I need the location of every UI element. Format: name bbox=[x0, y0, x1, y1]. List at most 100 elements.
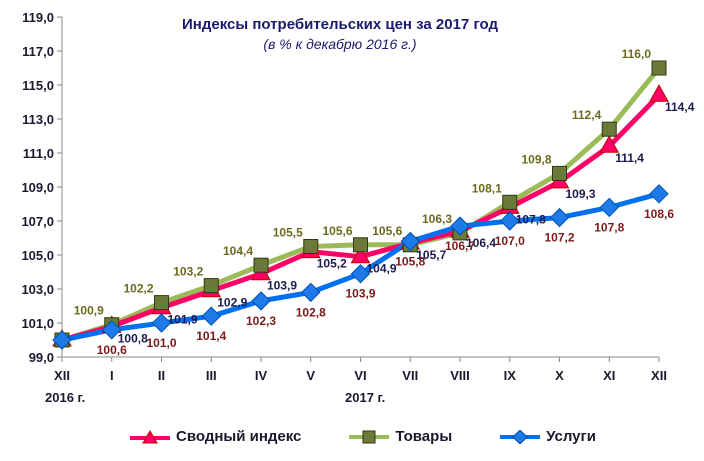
y-tick-label: 119,0 bbox=[22, 10, 54, 25]
goods-point bbox=[203, 278, 219, 294]
goods-point bbox=[353, 237, 368, 253]
diamond-marker-icon bbox=[500, 429, 541, 444]
services-point bbox=[599, 197, 619, 218]
services-point bbox=[301, 282, 321, 303]
x-tick-label: XII bbox=[54, 368, 70, 383]
goods-point bbox=[552, 165, 567, 181]
year-label: 2016 г. bbox=[45, 390, 85, 405]
data-label: 101,0 bbox=[146, 336, 176, 350]
data-label: 105,7 bbox=[416, 248, 446, 262]
svodny-point bbox=[599, 135, 620, 153]
goods-point bbox=[651, 60, 667, 76]
data-label: 106,3 bbox=[422, 212, 452, 226]
x-tick-label: VI bbox=[354, 368, 366, 383]
goods-point bbox=[303, 239, 319, 254]
triangle-marker-icon bbox=[130, 429, 170, 443]
svodny-point bbox=[350, 245, 371, 264]
data-label: 111,4 bbox=[615, 151, 644, 165]
x-tick-label: I bbox=[110, 368, 114, 383]
data-label: 103,9 bbox=[267, 279, 297, 293]
x-tick-label: XII bbox=[651, 368, 667, 383]
services-point bbox=[102, 320, 122, 340]
services-point bbox=[52, 330, 72, 350]
services-point bbox=[500, 211, 520, 231]
y-tick-label: 113,0 bbox=[22, 112, 54, 127]
legend-item-goods: Товары bbox=[349, 428, 452, 445]
data-label: 108,1 bbox=[472, 181, 502, 195]
y-tick-label: 103,0 bbox=[21, 282, 54, 297]
y-tick-label: 101,0 bbox=[21, 316, 54, 331]
services-point bbox=[350, 263, 371, 284]
data-label: 100,6 bbox=[97, 343, 127, 357]
data-label: 104,4 bbox=[223, 244, 253, 258]
y-tick-label: 115,0 bbox=[22, 78, 54, 93]
data-label: 101,4 bbox=[196, 329, 226, 343]
x-tick-label: VII bbox=[402, 368, 418, 383]
data-label: 105,5 bbox=[273, 226, 303, 240]
data-label: 105,6 bbox=[322, 224, 352, 238]
square-marker-icon bbox=[349, 430, 390, 443]
x-tick-label: V bbox=[306, 368, 315, 383]
services-point bbox=[251, 291, 271, 311]
data-label: 107,2 bbox=[544, 231, 574, 245]
data-label: 114,4 bbox=[665, 100, 695, 114]
services-point bbox=[649, 184, 669, 204]
data-label: 109,3 bbox=[566, 187, 596, 201]
data-label: 109,8 bbox=[521, 152, 551, 166]
legend-label: Сводный индекс bbox=[176, 428, 302, 445]
data-label: 106,7 bbox=[445, 239, 475, 253]
goods-point bbox=[154, 295, 169, 311]
data-label: 100,8 bbox=[118, 331, 148, 345]
data-label: 102,2 bbox=[123, 282, 153, 296]
services-point bbox=[549, 207, 570, 228]
data-label: 101,9 bbox=[168, 313, 198, 327]
year-label: 2017 г. bbox=[345, 390, 385, 405]
data-label: 102,3 bbox=[246, 314, 276, 328]
y-tick-label: 105,0 bbox=[21, 248, 54, 263]
chart-title: Индексы потребительских цен за 2017 год bbox=[182, 16, 498, 33]
data-label: 112,4 bbox=[572, 108, 602, 122]
data-label: 107,0 bbox=[495, 234, 525, 248]
legend-label: Услуги bbox=[546, 428, 596, 445]
data-label: 116,0 bbox=[622, 47, 652, 61]
services-point bbox=[201, 306, 221, 326]
legend-item-services: Услуги bbox=[500, 428, 596, 445]
goods-point bbox=[502, 194, 518, 210]
services-point bbox=[400, 231, 420, 252]
data-label: 102,9 bbox=[217, 296, 247, 310]
y-tick-label: 111,0 bbox=[23, 146, 54, 161]
data-label: 106,4 bbox=[466, 236, 496, 250]
goods-point bbox=[601, 121, 617, 137]
data-label: 105,8 bbox=[395, 254, 425, 268]
data-label: 104,9 bbox=[367, 262, 397, 276]
x-tick-label: XI bbox=[603, 368, 615, 383]
data-label: 108,6 bbox=[644, 207, 674, 221]
data-label: 103,9 bbox=[345, 287, 375, 301]
x-tick-label: VIII bbox=[450, 368, 470, 383]
data-label: 105,6 bbox=[372, 224, 402, 238]
legend-label: Товары bbox=[395, 428, 453, 445]
chart-subtitle: (в % к декабрю 2016 г.) bbox=[263, 36, 417, 52]
legend-item-svodny: Сводный индекс bbox=[130, 428, 301, 445]
data-label: 102,8 bbox=[296, 305, 326, 319]
svodny-point bbox=[649, 84, 669, 102]
data-label: 107,8 bbox=[594, 220, 624, 234]
y-tick-label: 99,0 bbox=[29, 350, 54, 365]
x-tick-label: X bbox=[555, 368, 564, 383]
data-label: 103,2 bbox=[173, 265, 203, 279]
data-label: 107,8 bbox=[516, 212, 546, 226]
x-tick-label: IV bbox=[255, 368, 268, 383]
y-tick-label: 107,0 bbox=[21, 214, 54, 229]
data-label: 105,2 bbox=[317, 257, 347, 271]
x-tick-label: IX bbox=[504, 368, 517, 383]
y-tick-label: 117,0 bbox=[22, 44, 54, 59]
x-tick-label: III bbox=[206, 368, 217, 383]
y-tick-label: 109,0 bbox=[21, 180, 54, 195]
legend: Сводный индекс Товары Услуги bbox=[130, 428, 596, 445]
services-point bbox=[450, 216, 470, 236]
x-tick-label: II bbox=[158, 368, 165, 383]
data-label: 100,9 bbox=[74, 304, 104, 318]
services-point bbox=[151, 313, 172, 333]
